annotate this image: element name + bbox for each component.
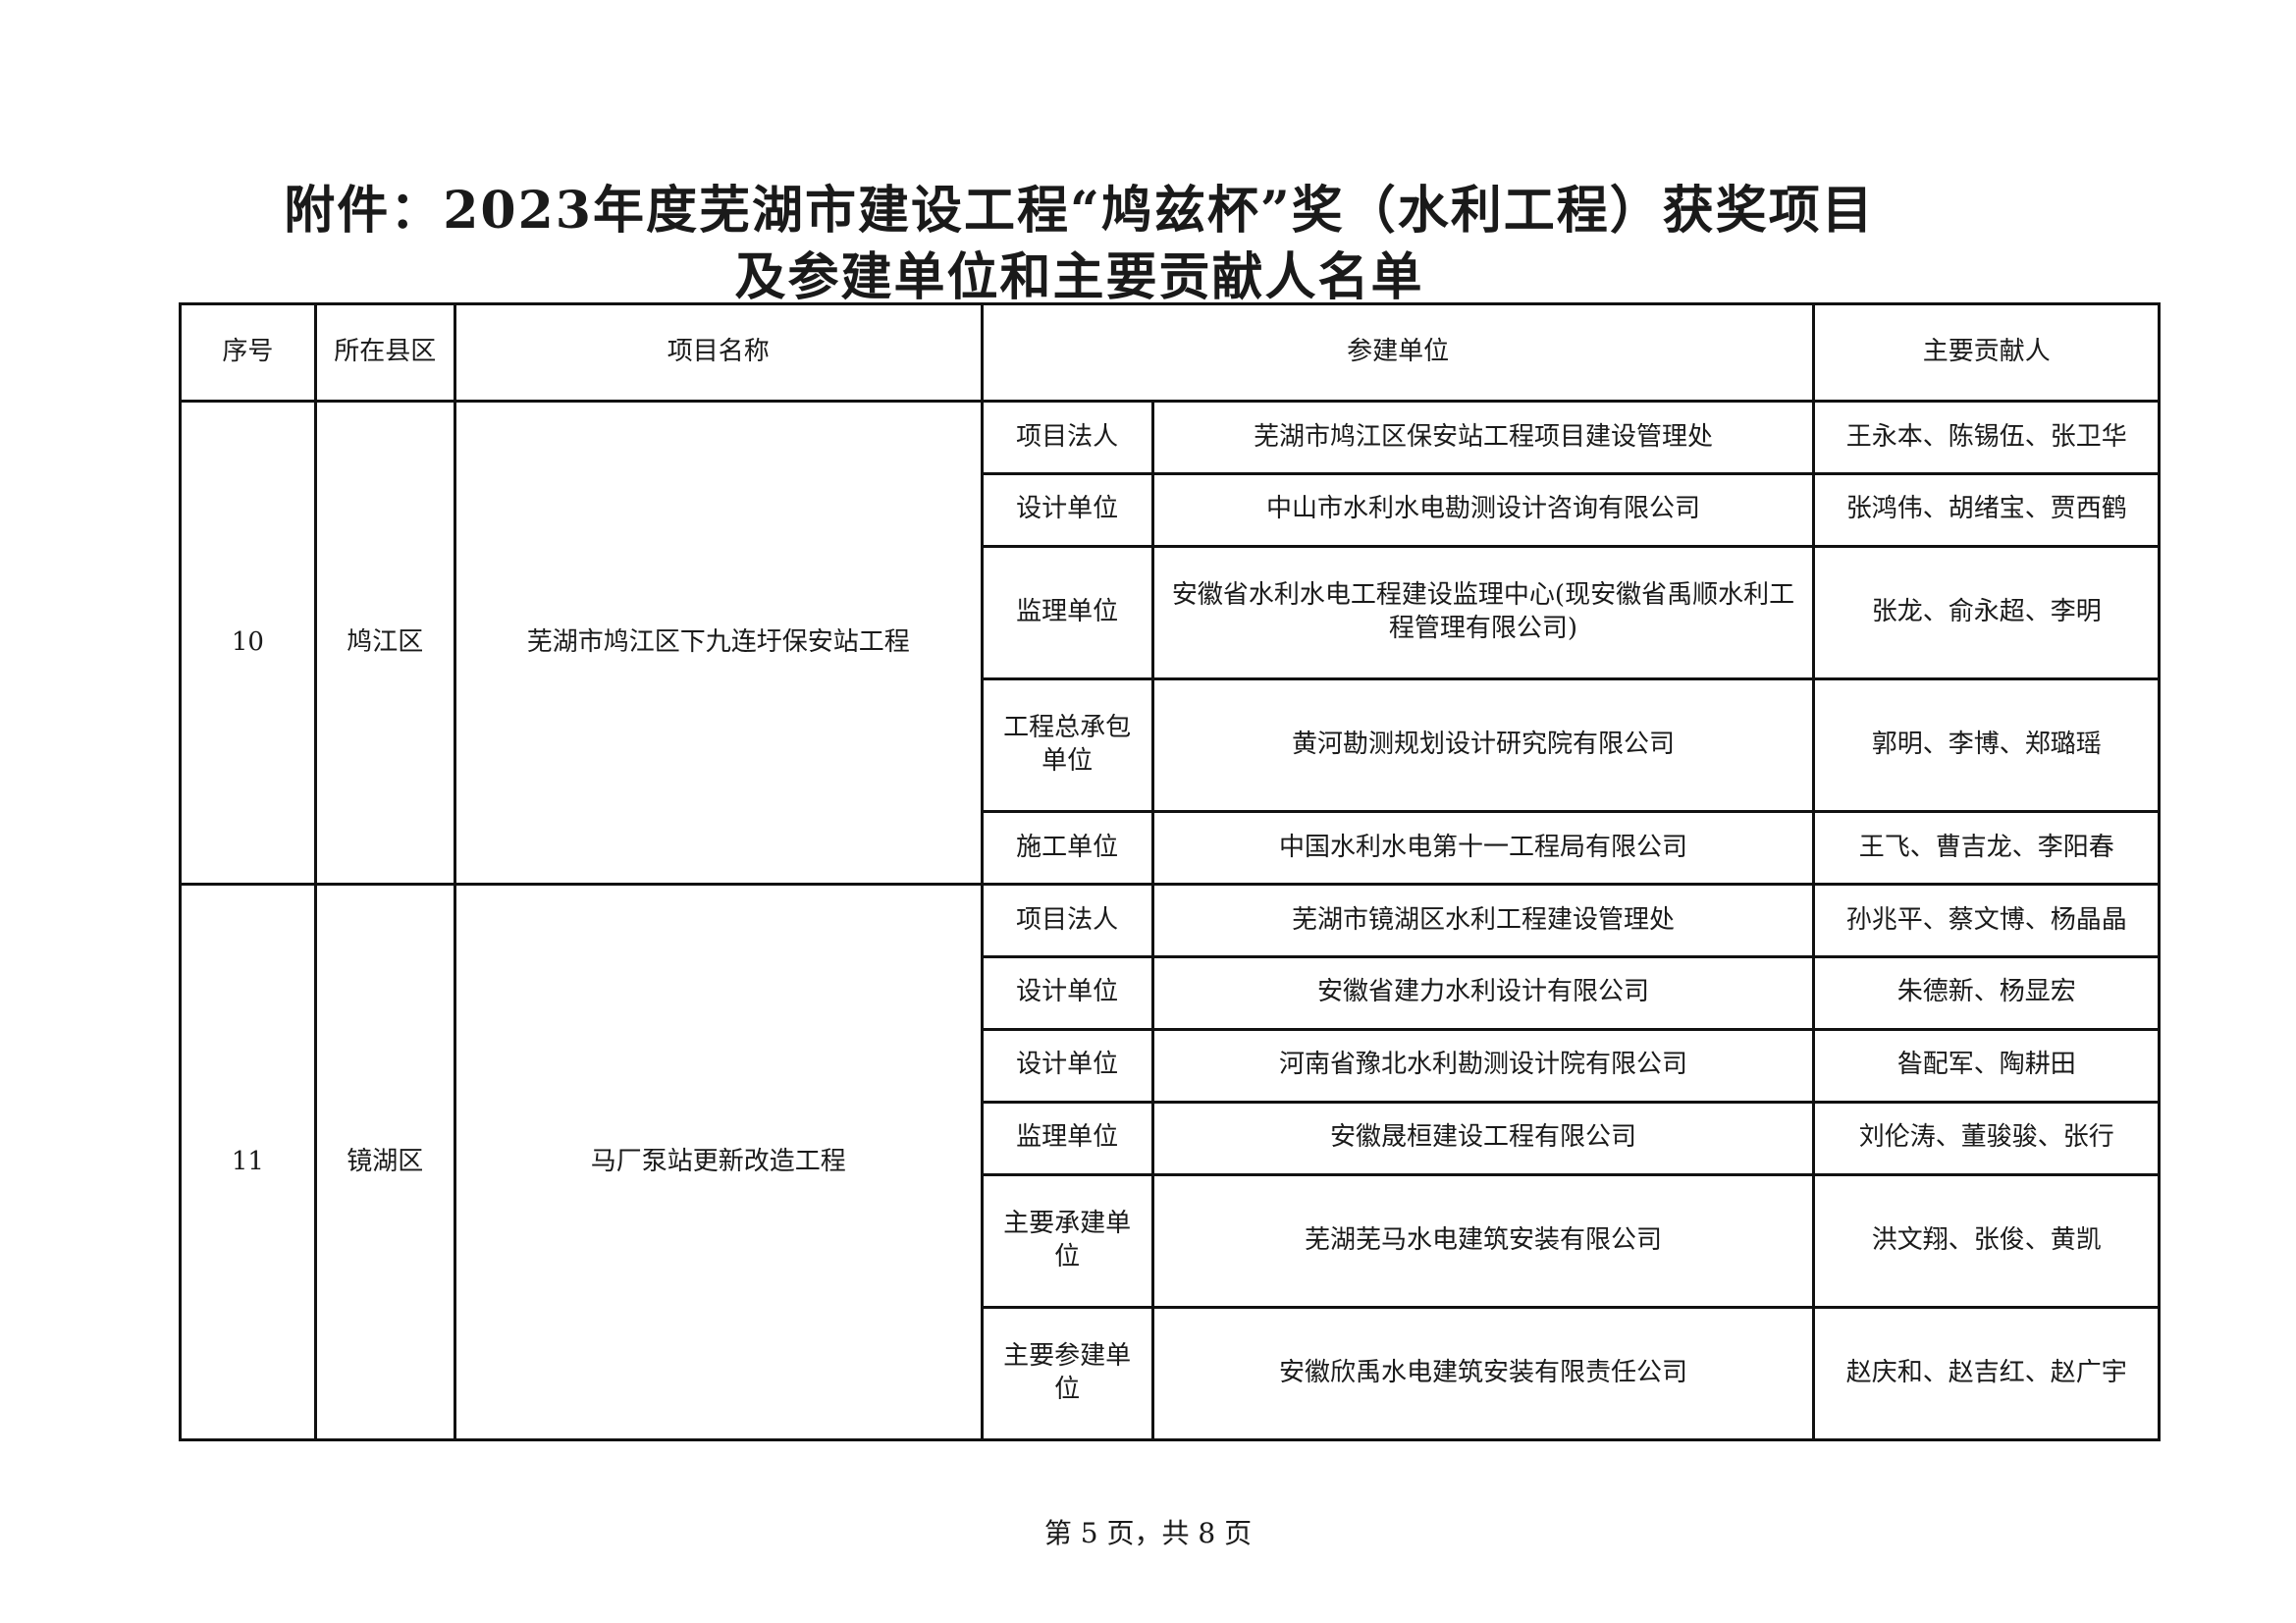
unit-name: 芜湖芜马水电建筑安装有限公司 <box>1150 1172 1816 1309</box>
contributors: 孙兆平、蔡文博、杨晶晶 <box>1812 883 2161 958</box>
unit-name: 中山市水利水电勘测设计咨询有限公司 <box>1150 471 1816 548</box>
unit-name: 芜湖市鸠江区保安站工程项目建设管理处 <box>1150 400 1816 475</box>
unit-role: 项目法人 <box>980 400 1154 475</box>
contributors: 张龙、俞永超、李明 <box>1812 544 2161 680</box>
table-row: 主要参建单位 安徽欣禹水电建筑安装有限责任公司 赵庆和、赵吉红、赵广宇 <box>181 1305 2161 1442</box>
table-row: 施工单位 中国水利水电第十一工程局有限公司 王飞、曹吉龙、李阳春 <box>181 810 2161 886</box>
project-name: 芜湖市鸠江区下九连圩保安站工程 <box>453 400 984 886</box>
unit-role: 监理单位 <box>980 1100 1154 1176</box>
header-units: 参建单位 <box>980 302 1816 403</box>
unit-name: 安徽省建力水利设计有限公司 <box>1150 954 1816 1031</box>
table-row: 监理单位 安徽省水利水电工程建设监理中心(现安徽省禹顺水利工程管理有限公司) 张龙、… <box>181 544 2161 680</box>
document-title-line1: 附件：2023年度芜湖市建设工程“鸠兹杯”奖（水利工程）获奖项目 <box>284 181 1875 241</box>
table-row: 设计单位 中山市水利水电勘测设计咨询有限公司 张鸿伟、胡绪宝、贾西鹤 <box>181 471 2161 548</box>
unit-role: 工程总承包单位 <box>980 676 1154 814</box>
unit-role: 监理单位 <box>980 544 1154 680</box>
header-project: 项目名称 <box>453 302 984 403</box>
document-title-line2: 及参建单位和主要贡献人名单 <box>734 247 1424 307</box>
unit-role: 主要承建单位 <box>980 1172 1154 1309</box>
unit-name: 芜湖市镜湖区水利工程建设管理处 <box>1150 883 1816 958</box>
page-number: 第 5 页，共 8 页 <box>1043 1517 1253 1549</box>
unit-name: 河南省豫北水利勘测设计院有限公司 <box>1150 1027 1816 1104</box>
project-name: 马厂泵站更新改造工程 <box>453 883 984 1441</box>
district: 镜湖区 <box>313 883 456 1441</box>
unit-name: 安徽晟桓建设工程有限公司 <box>1150 1100 1816 1176</box>
row-number: 11 <box>179 883 317 1441</box>
header-no: 序号 <box>179 302 317 403</box>
contributors: 刘伦涛、董骏骏、张行 <box>1812 1100 2161 1176</box>
row-number: 10 <box>179 400 317 886</box>
contributors: 赵庆和、赵吉红、赵广宇 <box>1812 1305 2161 1442</box>
contributors: 王永本、陈锡伍、张卫华 <box>1812 400 2161 475</box>
unit-name: 中国水利水电第十一工程局有限公司 <box>1150 810 1816 886</box>
unit-role: 设计单位 <box>980 471 1154 548</box>
header-people: 主要贡献人 <box>1812 302 2161 403</box>
unit-name: 安徽欣禹水电建筑安装有限责任公司 <box>1150 1305 1816 1442</box>
table-row: 设计单位 安徽省建力水利设计有限公司 朱德新、杨显宏 <box>181 954 2161 1031</box>
unit-role: 设计单位 <box>980 954 1154 1031</box>
contributors: 郭明、李博、郑璐瑶 <box>1812 676 2161 814</box>
unit-role: 设计单位 <box>980 1027 1154 1104</box>
contributors: 朱德新、杨显宏 <box>1812 954 2161 1031</box>
district: 鸠江区 <box>313 400 456 886</box>
header-district: 所在县区 <box>313 302 456 403</box>
contributors: 洪文翔、张俊、黄凯 <box>1812 1172 2161 1309</box>
award-table: 序号 所在县区 项目名称 参建单位 主要贡献人 10 鸠江区 芜湖市鸠江区下九连圩保… <box>179 302 2161 1442</box>
contributors: 王飞、曹吉龙、李阳春 <box>1812 810 2161 886</box>
contributors: 昝配军、陶耕田 <box>1812 1027 2161 1104</box>
unit-role: 项目法人 <box>980 883 1154 958</box>
table-row: 主要承建单位 芜湖芜马水电建筑安装有限公司 洪文翔、张俊、黄凯 <box>181 1172 2161 1309</box>
table-row: 设计单位 河南省豫北水利勘测设计院有限公司 昝配军、陶耕田 <box>181 1027 2161 1104</box>
table-row: 11 镜湖区 马厂泵站更新改造工程 项目法人 芜湖市镜湖区水利工程建设管理处 孙兆平、蔡文… <box>179 883 2161 1441</box>
contributors: 张鸿伟、胡绪宝、贾西鹤 <box>1812 471 2161 548</box>
table-header-row: 序号 所在县区 项目名称 参建单位 主要贡献人 <box>179 302 2161 403</box>
unit-name: 安徽省水利水电工程建设监理中心(现安徽省禹顺水利工程管理有限公司) <box>1150 544 1816 680</box>
table-row: 工程总承包单位 黄河勘测规划设计研究院有限公司 郭明、李博、郑璐瑶 <box>181 676 2161 814</box>
unit-role: 施工单位 <box>980 810 1154 886</box>
unit-name: 黄河勘测规划设计研究院有限公司 <box>1150 676 1816 814</box>
table-row: 监理单位 安徽晟桓建设工程有限公司 刘伦涛、董骏骏、张行 <box>181 1100 2161 1176</box>
table-row: 10 鸠江区 芜湖市鸠江区下九连圩保安站工程 项目法人 芜湖市鸠江区保安站工程项目建设管… <box>179 400 2161 886</box>
unit-role: 主要参建单位 <box>980 1305 1154 1442</box>
